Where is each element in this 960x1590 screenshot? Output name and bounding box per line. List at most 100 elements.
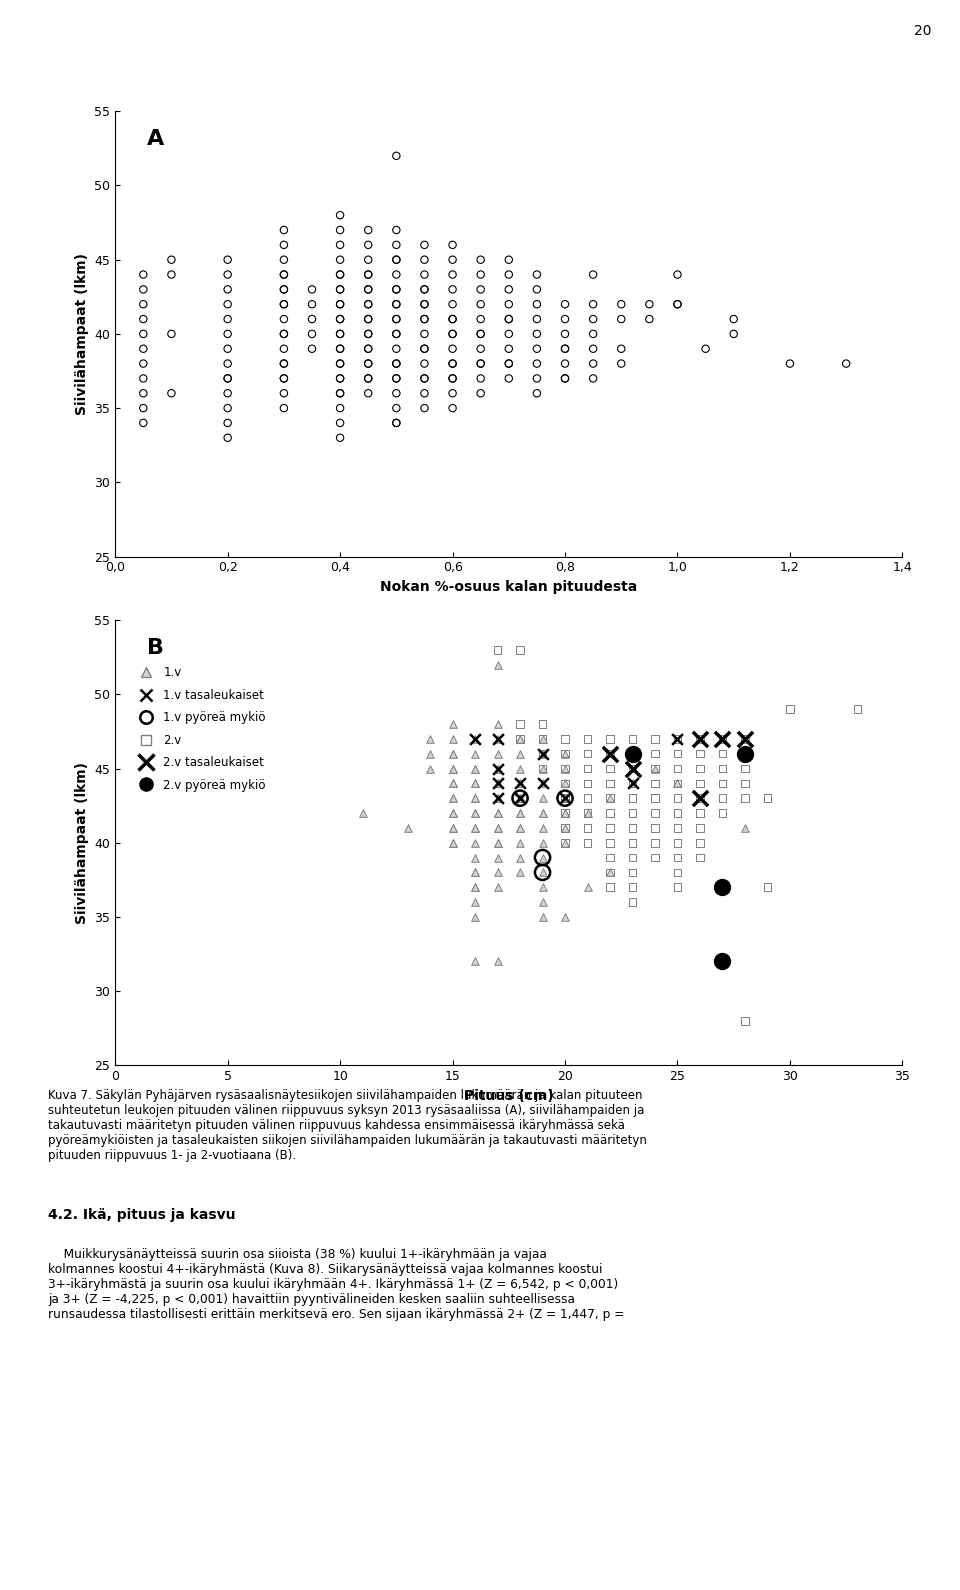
Point (501, 307, 516, 332)
1.v (490, 830, 505, 855)
Point (332, 351, 348, 377)
1.v (535, 860, 550, 886)
1.v tasaleukaiset (468, 727, 483, 752)
1.v (444, 771, 460, 797)
2.v (715, 800, 731, 825)
1.v (513, 771, 528, 797)
Point (444, 380, 460, 405)
2.v (715, 771, 731, 797)
2.v (602, 800, 617, 825)
Point (361, 307, 376, 332)
2.v (737, 755, 753, 781)
1.v tasaleukaiset (513, 785, 528, 811)
2.v (558, 785, 573, 811)
2.v (558, 800, 573, 825)
Point (558, 366, 573, 391)
Text: 20: 20 (914, 24, 931, 38)
2.v tasaleukaiset (715, 727, 731, 752)
1.v (444, 800, 460, 825)
Point (613, 307, 629, 332)
Point (276, 366, 292, 391)
Point (304, 277, 320, 302)
2.v (670, 830, 685, 855)
2.v (715, 755, 731, 781)
Point (220, 410, 235, 436)
1.v (513, 800, 528, 825)
1.v (490, 755, 505, 781)
1.v (558, 905, 573, 930)
2.v (558, 785, 573, 811)
2.v (692, 800, 708, 825)
Point (698, 335, 713, 361)
2.v (692, 816, 708, 841)
1.v (468, 755, 483, 781)
Point (586, 335, 601, 361)
1.v (468, 785, 483, 811)
1.v (490, 800, 505, 825)
1.v (602, 860, 617, 886)
Point (220, 366, 235, 391)
Point (473, 366, 489, 391)
Point (444, 246, 460, 272)
1.v (558, 785, 573, 811)
Point (389, 307, 404, 332)
2.v (647, 785, 662, 811)
Point (417, 307, 432, 332)
1.v (535, 816, 550, 841)
Point (220, 366, 235, 391)
Point (586, 321, 601, 347)
Point (135, 277, 151, 302)
2.v (647, 816, 662, 841)
2.v (558, 830, 573, 855)
1.v (444, 741, 460, 766)
Point (276, 321, 292, 347)
1.v (444, 755, 460, 781)
Point (444, 351, 460, 377)
2.v (692, 844, 708, 870)
2.v (625, 889, 640, 914)
2.v (625, 816, 640, 841)
Point (670, 291, 685, 316)
1.v tasaleukaiset (715, 727, 731, 752)
Point (220, 321, 235, 347)
Point (389, 380, 404, 405)
2.v (647, 844, 662, 870)
Point (444, 321, 460, 347)
Point (473, 246, 489, 272)
1.v pyöreä mykiö (535, 844, 550, 870)
2.v (558, 755, 573, 781)
Point (361, 218, 376, 243)
2.v (670, 844, 685, 870)
Point (389, 321, 404, 347)
2.v (670, 860, 685, 886)
Point (389, 143, 404, 169)
2.v (625, 727, 640, 752)
Point (529, 307, 544, 332)
Point (332, 380, 348, 405)
Point (444, 307, 460, 332)
2.v (647, 816, 662, 841)
Point (444, 277, 460, 302)
Point (529, 262, 544, 288)
1.v tasaleukaiset (602, 741, 617, 766)
1.v (670, 771, 685, 797)
Point (361, 262, 376, 288)
1.v (535, 755, 550, 781)
2.v (558, 741, 573, 766)
Point (164, 262, 180, 288)
Point (332, 262, 348, 288)
1.v (558, 816, 573, 841)
Point (276, 291, 292, 316)
2.v (715, 785, 731, 811)
2.v (625, 830, 640, 855)
2.v (647, 785, 662, 811)
Point (444, 335, 460, 361)
Point (276, 218, 292, 243)
Point (473, 335, 489, 361)
1.v (444, 727, 460, 752)
Point (332, 232, 348, 258)
Point (361, 291, 376, 316)
2.v (602, 800, 617, 825)
Point (558, 307, 573, 332)
Point (332, 307, 348, 332)
